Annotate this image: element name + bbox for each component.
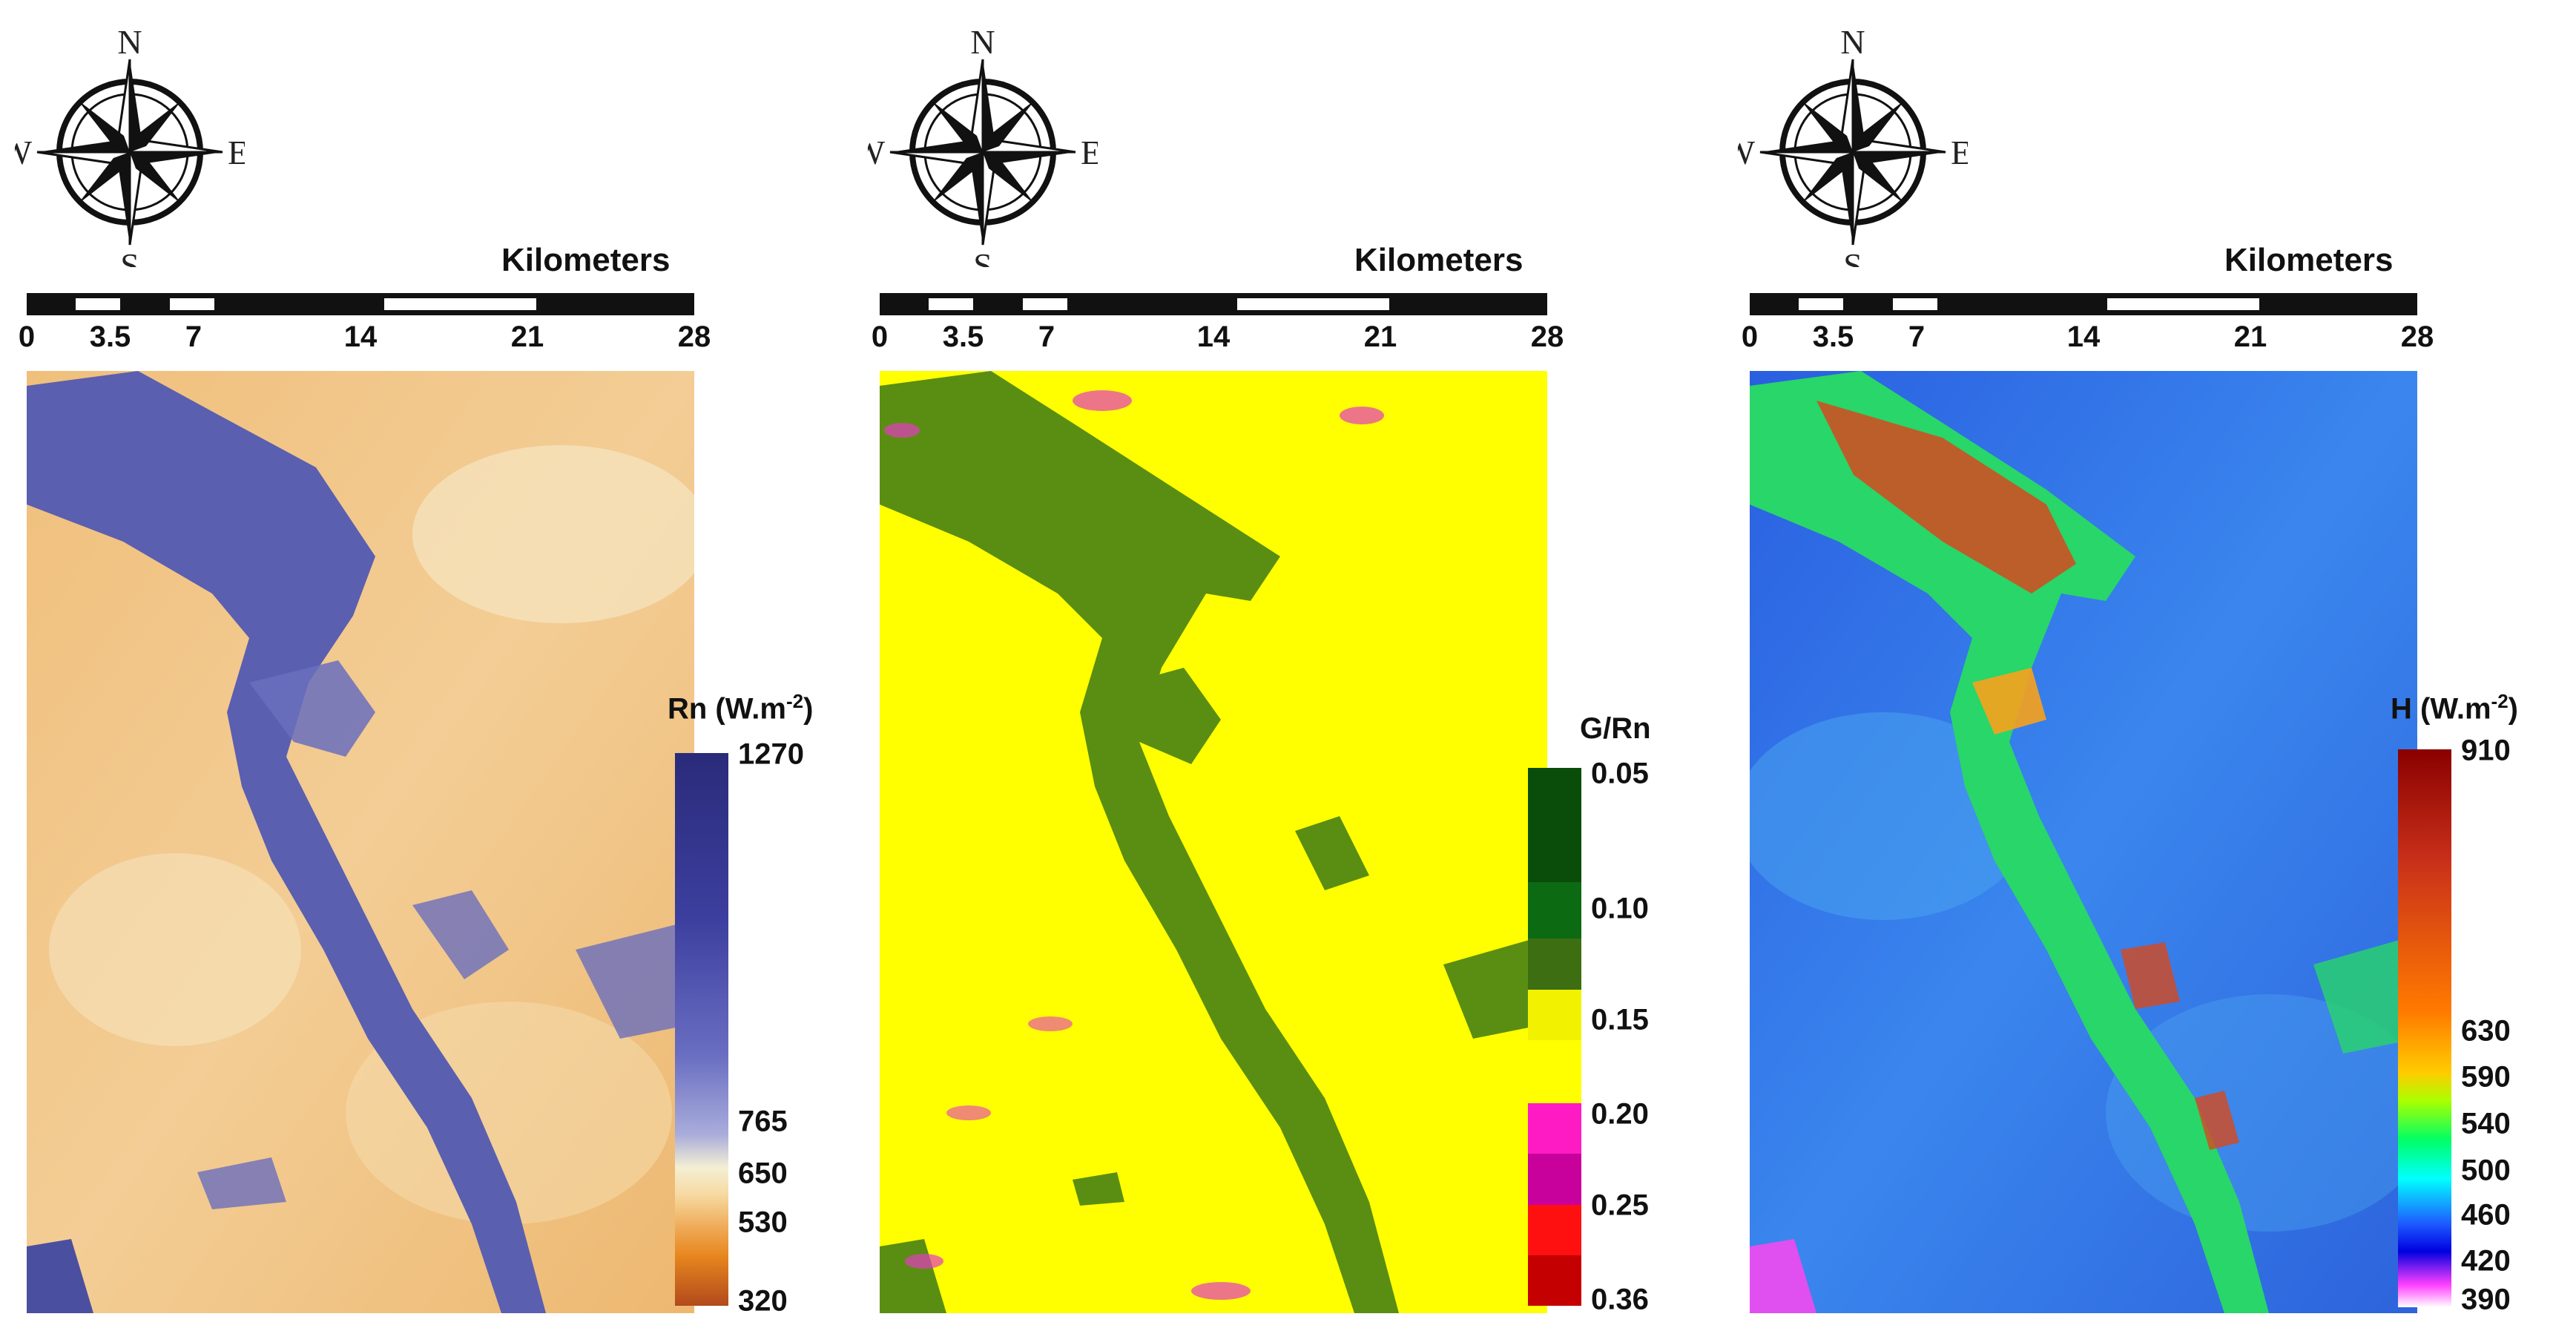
map-panel-rn: N S E W Kilometers 0 3.5 7 14 21 28 bbox=[0, 0, 853, 1331]
legend-label: 0.25 bbox=[1591, 1189, 1649, 1222]
legend-color-ramp bbox=[1528, 768, 1581, 1306]
legend-label: 650 bbox=[738, 1157, 788, 1190]
compass-rose-icon: N S E W bbox=[1738, 23, 1968, 267]
compass-south-label: S bbox=[973, 246, 992, 267]
scale-tick: 7 bbox=[1908, 321, 1926, 353]
scale-tick: 3.5 bbox=[942, 321, 984, 353]
legend-title-text: H (W.m bbox=[2391, 692, 2491, 726]
legend-label: 0.15 bbox=[1591, 1003, 1649, 1036]
scale-bar bbox=[27, 293, 694, 315]
legend-label: 765 bbox=[738, 1105, 788, 1138]
legend-color-ramp bbox=[2398, 749, 2451, 1307]
legend-label: 530 bbox=[738, 1206, 788, 1239]
compass-south-label: S bbox=[1843, 246, 1862, 267]
legend-label: 0.05 bbox=[1591, 757, 1649, 790]
map-panel-h: N S E W Kilometers 0 3.5 7 14 21 28 bbox=[1723, 0, 2576, 1331]
legend-title: G/Rn bbox=[1580, 712, 1651, 746]
legend-label: 320 bbox=[738, 1284, 788, 1318]
legend-title-sup: -2 bbox=[785, 690, 804, 712]
scale-tick: 3.5 bbox=[89, 321, 131, 353]
legend-label: 460 bbox=[2461, 1198, 2511, 1232]
legend-title: H (W.m-2) bbox=[2391, 690, 2518, 726]
scale-bar bbox=[1750, 293, 2417, 315]
legend-color-ramp bbox=[675, 753, 728, 1306]
legend-label: 630 bbox=[2461, 1014, 2511, 1048]
legend-title-text: Rn (W.m bbox=[668, 692, 786, 726]
compass-east-label: E bbox=[228, 134, 245, 171]
legend-title-text: G/Rn bbox=[1580, 712, 1651, 745]
legend-label: 1270 bbox=[738, 737, 804, 771]
scale-title: Kilometers bbox=[1354, 242, 1523, 278]
scale-ticks: 0 3.5 7 14 21 28 bbox=[872, 321, 1564, 365]
scale-tick: 14 bbox=[1196, 321, 1231, 353]
compass-west-label: W bbox=[868, 134, 886, 171]
compass-north-label: N bbox=[117, 23, 142, 61]
scale-tick: 7 bbox=[1038, 321, 1055, 353]
g-rn-raster-map bbox=[880, 371, 1547, 1313]
scale-tick: 0 bbox=[1741, 321, 1759, 353]
legend-label: 590 bbox=[2461, 1060, 2511, 1094]
map-panel-g-rn: N S E W Kilometers 0 3.5 7 14 21 28 bbox=[853, 0, 1706, 1331]
legend-label: 0.10 bbox=[1591, 892, 1649, 925]
legend-label: 0.36 bbox=[1591, 1283, 1649, 1316]
scale-bar bbox=[880, 293, 1547, 315]
scale-tick: 28 bbox=[2400, 321, 2434, 353]
compass-rose-icon: N S E W bbox=[868, 23, 1098, 267]
h-raster-map bbox=[1750, 371, 2417, 1313]
scale-tick: 14 bbox=[343, 321, 378, 353]
compass-east-label: E bbox=[1081, 134, 1098, 171]
legend-title-close: ) bbox=[2508, 692, 2518, 726]
rn-raster-map bbox=[27, 371, 694, 1313]
scale-ticks: 0 3.5 7 14 21 28 bbox=[19, 321, 711, 365]
scale-tick: 21 bbox=[2233, 321, 2267, 353]
compass-north-label: N bbox=[1840, 23, 1865, 61]
scale-tick: 21 bbox=[510, 321, 544, 353]
compass-west-label: W bbox=[15, 134, 33, 171]
compass-rose-icon: N S E W bbox=[15, 23, 245, 267]
legend-label: 910 bbox=[2461, 734, 2511, 767]
scale-tick: 0 bbox=[871, 321, 889, 353]
compass-west-label: W bbox=[1738, 134, 1756, 171]
scale-tick: 28 bbox=[1530, 321, 1564, 353]
legend-title-close: ) bbox=[803, 692, 814, 726]
scale-title: Kilometers bbox=[2224, 242, 2394, 278]
scale-tick: 28 bbox=[677, 321, 711, 353]
scale-title: Kilometers bbox=[501, 242, 671, 278]
legend-label: 0.20 bbox=[1591, 1097, 1649, 1131]
compass-east-label: E bbox=[1951, 134, 1968, 171]
scale-tick: 14 bbox=[2066, 321, 2101, 353]
scale-tick: 0 bbox=[18, 321, 36, 353]
compass-north-label: N bbox=[970, 23, 995, 61]
legend-title-sup: -2 bbox=[2491, 690, 2509, 712]
scale-tick: 3.5 bbox=[1812, 321, 1854, 353]
legend-label: 500 bbox=[2461, 1154, 2511, 1187]
legend-label: 420 bbox=[2461, 1244, 2511, 1278]
legend-title: Rn (W.m-2) bbox=[668, 690, 813, 726]
scale-tick: 7 bbox=[185, 321, 202, 353]
compass-south-label: S bbox=[120, 246, 139, 267]
legend-label: 390 bbox=[2461, 1283, 2511, 1316]
scale-ticks: 0 3.5 7 14 21 28 bbox=[1742, 321, 2434, 365]
legend-label: 540 bbox=[2461, 1107, 2511, 1140]
scale-tick: 21 bbox=[1363, 321, 1397, 353]
